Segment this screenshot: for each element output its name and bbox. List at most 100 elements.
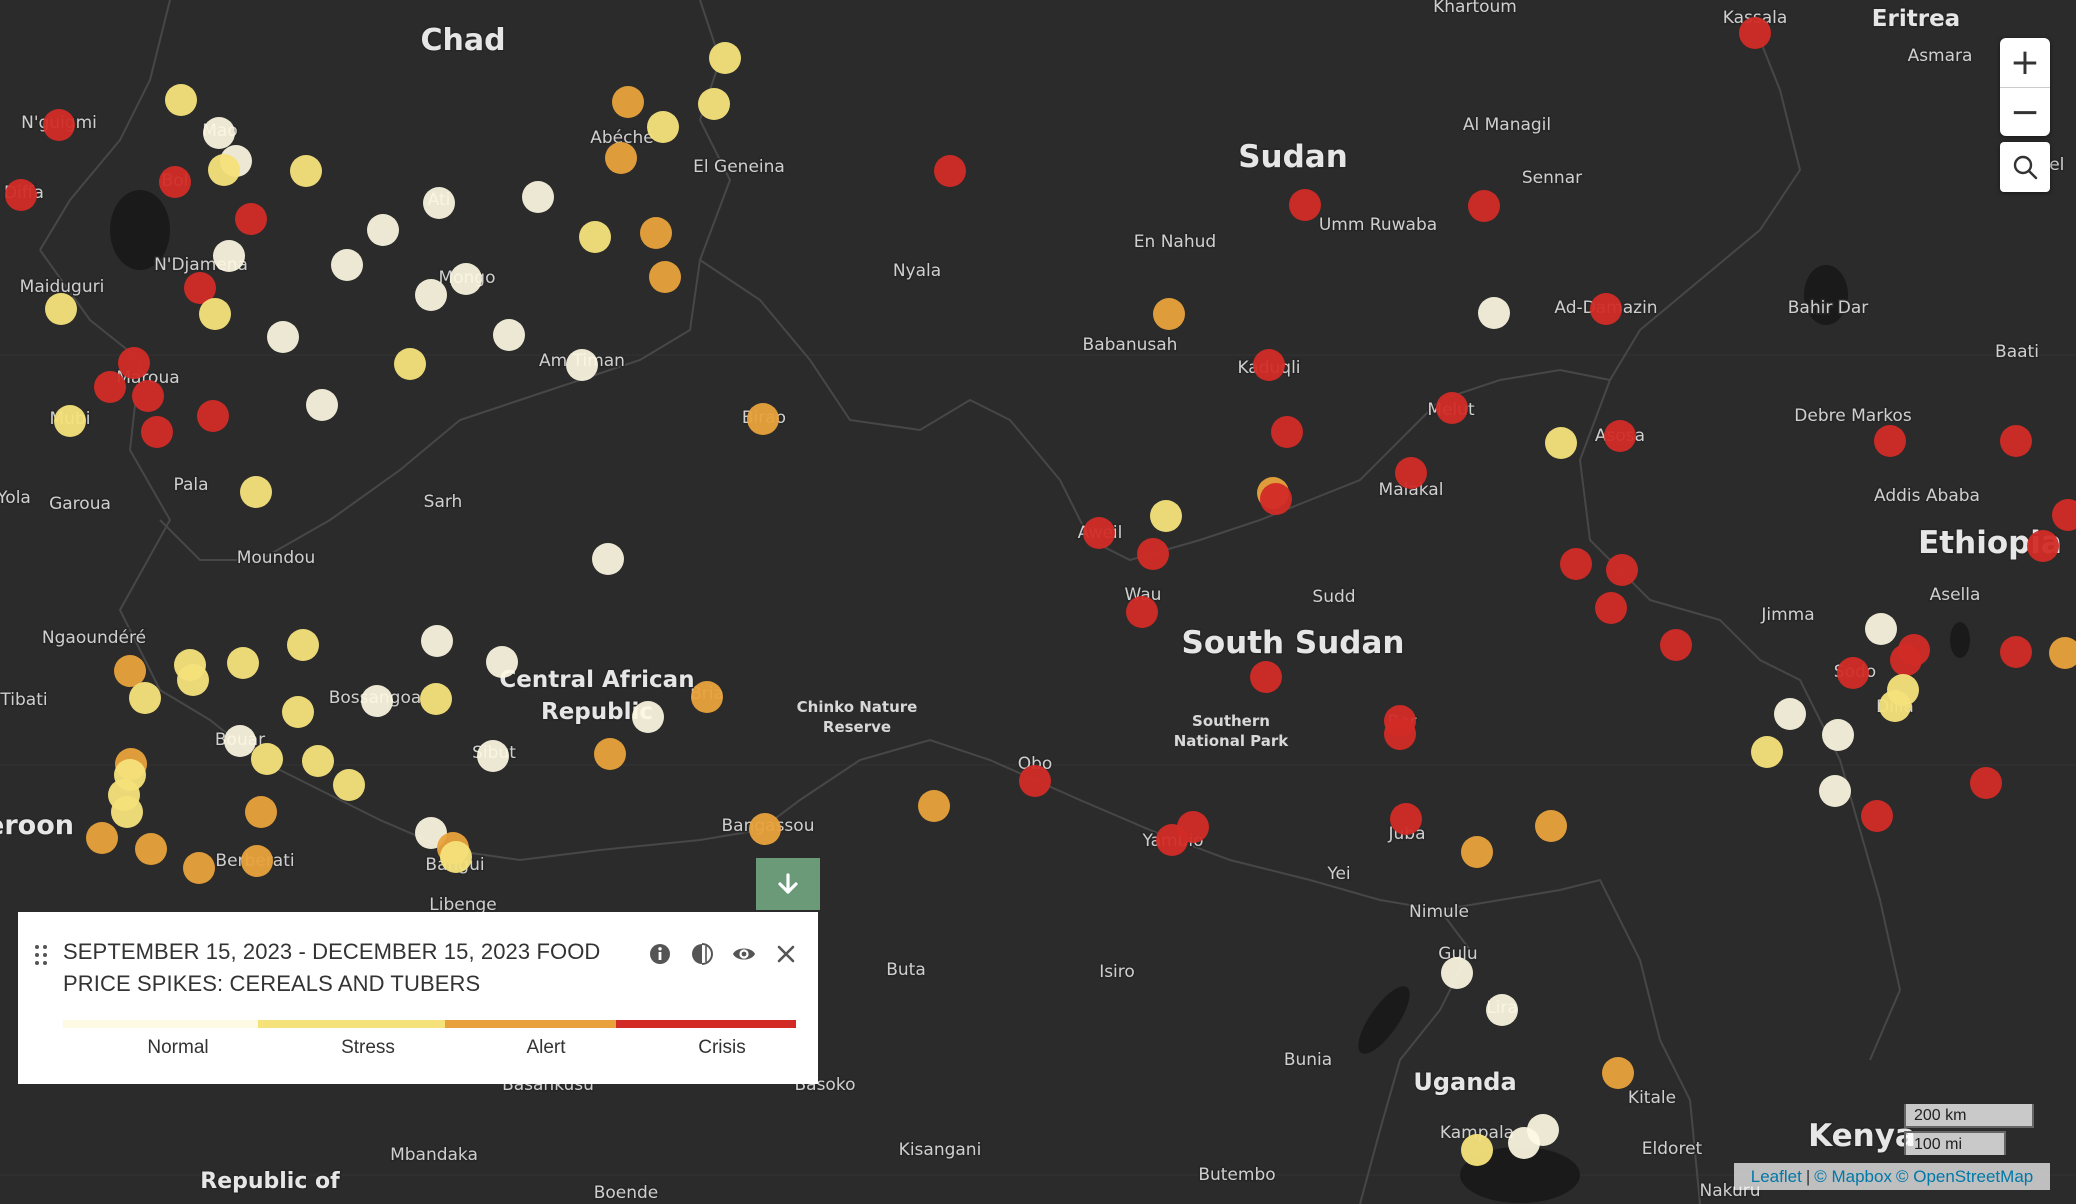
price-marker-normal[interactable] — [566, 349, 598, 381]
legend-visibility-button[interactable] — [732, 942, 756, 966]
price-marker-crisis[interactable] — [1970, 767, 2002, 799]
price-marker-crisis[interactable] — [1156, 824, 1188, 856]
price-marker-stress[interactable] — [302, 745, 334, 777]
price-marker-stress[interactable] — [208, 154, 240, 186]
price-marker-crisis[interactable] — [1604, 420, 1636, 452]
price-marker-normal[interactable] — [203, 117, 235, 149]
price-marker-stress[interactable] — [420, 683, 452, 715]
price-marker-crisis[interactable] — [184, 272, 216, 304]
price-marker-crisis[interactable] — [1436, 392, 1468, 424]
price-marker-crisis[interactable] — [118, 347, 150, 379]
collapse-legend-button[interactable] — [756, 858, 820, 910]
price-marker-alert[interactable] — [605, 142, 637, 174]
price-marker-normal[interactable] — [1865, 613, 1897, 645]
price-marker-crisis[interactable] — [1590, 293, 1622, 325]
price-marker-crisis[interactable] — [1595, 592, 1627, 624]
drag-handle-icon[interactable] — [34, 944, 48, 966]
price-marker-stress[interactable] — [165, 84, 197, 116]
price-marker-crisis[interactable] — [197, 400, 229, 432]
price-marker-alert[interactable] — [1602, 1057, 1634, 1089]
legend-opacity-button[interactable] — [690, 942, 714, 966]
price-marker-crisis[interactable] — [2027, 530, 2059, 562]
price-marker-stress[interactable] — [227, 647, 259, 679]
price-marker-alert[interactable] — [1153, 298, 1185, 330]
price-marker-crisis[interactable] — [1861, 800, 1893, 832]
price-marker-crisis[interactable] — [141, 416, 173, 448]
price-marker-normal[interactable] — [306, 389, 338, 421]
price-marker-stress[interactable] — [647, 111, 679, 143]
price-marker-crisis[interactable] — [1126, 596, 1158, 628]
price-marker-crisis[interactable] — [1560, 548, 1592, 580]
price-marker-crisis[interactable] — [1890, 644, 1922, 676]
price-marker-normal[interactable] — [1774, 698, 1806, 730]
price-marker-alert[interactable] — [135, 833, 167, 865]
zoom-in-button[interactable]: + — [2000, 38, 2050, 88]
price-marker-alert[interactable] — [918, 790, 950, 822]
price-marker-stress[interactable] — [282, 696, 314, 728]
osm-link[interactable]: © OpenStreetMap — [1895, 1166, 2034, 1186]
price-marker-stress[interactable] — [1150, 500, 1182, 532]
price-marker-stress[interactable] — [111, 796, 143, 828]
price-marker-stress[interactable] — [129, 682, 161, 714]
price-marker-normal[interactable] — [1478, 297, 1510, 329]
price-marker-alert[interactable] — [183, 852, 215, 884]
price-marker-crisis[interactable] — [1271, 416, 1303, 448]
price-marker-alert[interactable] — [612, 86, 644, 118]
price-marker-normal[interactable] — [421, 625, 453, 657]
price-marker-alert[interactable] — [747, 403, 779, 435]
price-marker-normal[interactable] — [1822, 719, 1854, 751]
search-button[interactable] — [2000, 142, 2050, 192]
price-marker-stress[interactable] — [199, 298, 231, 330]
price-marker-alert[interactable] — [114, 655, 146, 687]
price-marker-normal[interactable] — [1441, 957, 1473, 989]
price-marker-normal[interactable] — [1486, 994, 1518, 1026]
price-marker-stress[interactable] — [1751, 736, 1783, 768]
price-markers[interactable] — [5, 17, 2076, 1166]
price-marker-normal[interactable] — [213, 240, 245, 272]
price-marker-crisis[interactable] — [1289, 189, 1321, 221]
price-marker-crisis[interactable] — [1606, 554, 1638, 586]
price-marker-crisis[interactable] — [1660, 629, 1692, 661]
price-marker-stress[interactable] — [177, 664, 209, 696]
price-marker-crisis[interactable] — [2000, 425, 2032, 457]
price-marker-crisis[interactable] — [235, 203, 267, 235]
price-marker-normal[interactable] — [592, 543, 624, 575]
price-marker-crisis[interactable] — [132, 380, 164, 412]
price-marker-alert[interactable] — [241, 845, 273, 877]
price-marker-crisis[interactable] — [1137, 538, 1169, 570]
price-marker-alert[interactable] — [749, 813, 781, 845]
price-marker-alert[interactable] — [649, 261, 681, 293]
price-marker-crisis[interactable] — [1250, 661, 1282, 693]
price-marker-stress[interactable] — [1461, 1134, 1493, 1166]
price-marker-normal[interactable] — [224, 725, 256, 757]
price-marker-normal[interactable] — [477, 740, 509, 772]
price-marker-normal[interactable] — [415, 279, 447, 311]
price-marker-alert[interactable] — [691, 681, 723, 713]
price-marker-crisis[interactable] — [159, 166, 191, 198]
price-marker-crisis[interactable] — [2000, 636, 2032, 668]
price-marker-crisis[interactable] — [1739, 17, 1771, 49]
price-marker-crisis[interactable] — [1390, 803, 1422, 835]
price-marker-crisis[interactable] — [1874, 425, 1906, 457]
price-marker-normal[interactable] — [450, 263, 482, 295]
price-marker-alert[interactable] — [640, 217, 672, 249]
price-marker-stress[interactable] — [698, 88, 730, 120]
price-marker-crisis[interactable] — [934, 155, 966, 187]
price-marker-crisis[interactable] — [2052, 499, 2076, 531]
price-marker-stress[interactable] — [579, 221, 611, 253]
price-marker-crisis[interactable] — [94, 371, 126, 403]
price-marker-crisis[interactable] — [1083, 517, 1115, 549]
price-marker-normal[interactable] — [522, 181, 554, 213]
price-marker-normal[interactable] — [267, 321, 299, 353]
price-marker-normal[interactable] — [1508, 1127, 1540, 1159]
price-marker-stress[interactable] — [440, 841, 472, 873]
price-marker-alert[interactable] — [86, 822, 118, 854]
price-marker-stress[interactable] — [394, 348, 426, 380]
price-marker-stress[interactable] — [240, 476, 272, 508]
price-marker-normal[interactable] — [1819, 775, 1851, 807]
price-marker-crisis[interactable] — [1260, 483, 1292, 515]
price-marker-crisis[interactable] — [1384, 718, 1416, 750]
legend-info-button[interactable] — [648, 942, 672, 966]
price-marker-normal[interactable] — [331, 249, 363, 281]
price-marker-alert[interactable] — [594, 738, 626, 770]
